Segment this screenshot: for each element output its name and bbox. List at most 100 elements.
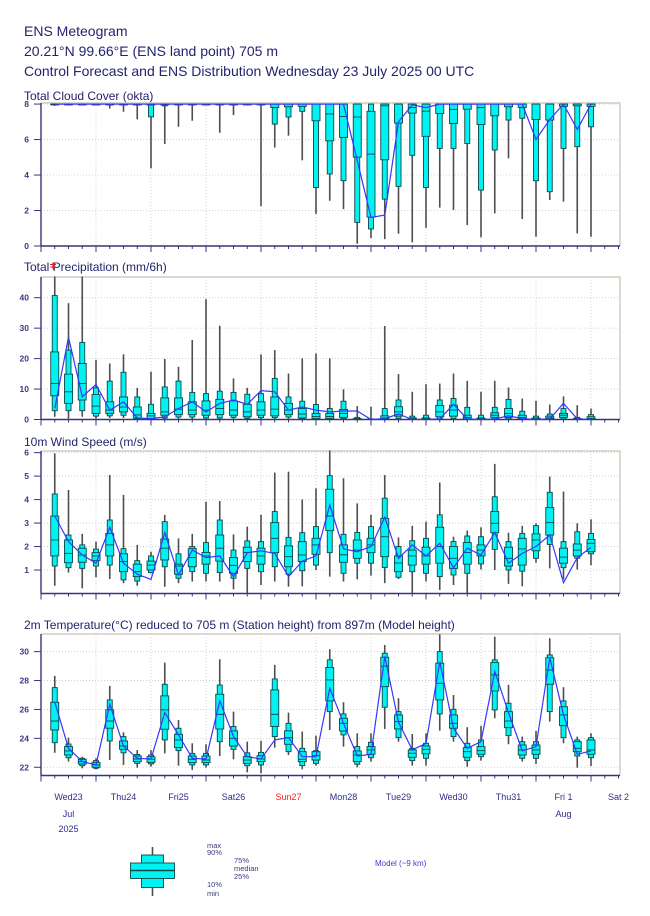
box-p25-p75 <box>531 533 541 552</box>
year-label: 2025 <box>58 824 78 834</box>
box-p25-p75 <box>449 103 458 124</box>
box-p25-p75 <box>270 522 280 554</box>
box-p25-p75 <box>352 103 362 158</box>
box-p25-p75 <box>50 701 60 731</box>
box-p25-p75 <box>380 103 390 161</box>
x-axis-labels: Wed23 Thu24 Fri25 Sat26 Sun27 Mon28 Tue29 Wed30… <box>54 792 629 834</box>
ens-box <box>132 544 142 586</box>
box-p25-p75 <box>325 103 335 142</box>
ens-box <box>490 103 500 214</box>
y-tick-label: 5 <box>24 471 29 481</box>
y-tick-label: 30 <box>20 323 30 333</box>
ens-box <box>270 664 280 748</box>
box-p25-p75 <box>490 511 500 534</box>
ens-box <box>504 532 513 584</box>
ens-box <box>50 276 60 417</box>
y-tick-label: 4 <box>24 170 29 180</box>
box-p25-p75 <box>462 542 472 565</box>
ens-box <box>270 350 280 420</box>
box-p25-p75 <box>50 351 60 397</box>
ensemble-boxes <box>50 276 596 420</box>
ens-box <box>270 472 280 582</box>
box-p25-p75 <box>394 555 403 573</box>
ens-box <box>517 103 527 220</box>
ens-box <box>187 743 197 771</box>
ens-box <box>105 103 115 109</box>
y-tick-label: 2 <box>24 542 29 552</box>
box-p25-p75 <box>407 549 417 566</box>
legend-min-label: min <box>207 889 219 898</box>
panel-title: 2m Temperature(°C) reduced to 705 m (Sta… <box>24 618 455 632</box>
day-label: Thu31 <box>496 792 522 802</box>
ens-box <box>462 530 472 594</box>
ens-box <box>504 387 513 420</box>
plot-frame <box>41 450 621 594</box>
ens-box <box>201 501 211 582</box>
day-label: Fri 1 <box>555 792 573 802</box>
ensemble-boxes <box>50 450 596 594</box>
box-p25-p75 <box>215 398 225 416</box>
ens-box <box>462 380 472 420</box>
legend-p10-label: 10% <box>207 880 222 889</box>
box-p25-p75 <box>201 400 211 416</box>
ens-box <box>572 405 582 420</box>
ens-box <box>339 103 348 210</box>
box-p25-p75 <box>91 394 101 414</box>
ens-box <box>586 733 596 766</box>
ens-box <box>174 366 183 419</box>
legend-median-label: median <box>234 864 259 873</box>
box-p25-p75 <box>504 546 513 567</box>
ens-box <box>325 103 335 201</box>
ens-box <box>449 694 458 742</box>
y-tick-label: 20 <box>20 354 30 364</box>
box-p25-p75 <box>105 709 115 729</box>
box-p25-p75 <box>476 103 486 125</box>
panel-title: Total Cloud Cover (okta) <box>24 89 153 103</box>
box-p25-p75 <box>504 408 513 418</box>
ens-box <box>91 541 101 578</box>
y-tick-label: 0 <box>24 415 29 425</box>
box-p25-p75 <box>160 397 170 416</box>
day-label: Fri25 <box>168 792 189 802</box>
ens-box <box>297 499 307 587</box>
page-title: ENS Meteogram <box>24 23 127 39</box>
ens-box <box>187 340 197 420</box>
ens-box <box>517 398 527 420</box>
ens-box <box>421 733 431 766</box>
box-p25-p75 <box>572 741 582 753</box>
ens-box <box>435 634 445 731</box>
panel-precipitation: Total Precipitation (mm/6h) 0 10 20 30 40 <box>20 260 621 426</box>
box-p25-p75 <box>545 507 555 536</box>
ens-box <box>270 103 280 148</box>
ens-box <box>284 103 293 136</box>
ens-box <box>174 719 183 766</box>
day-label: Mon28 <box>330 792 358 802</box>
box-p25-p75 <box>435 103 445 114</box>
ens-box <box>531 103 541 237</box>
day-label: Sat26 <box>222 792 246 802</box>
box-p25-p75 <box>242 403 252 418</box>
box-p25-p75 <box>435 405 445 418</box>
ens-box <box>352 406 362 420</box>
ens-box <box>421 103 431 228</box>
ens-box <box>64 303 73 419</box>
ens-box <box>297 731 307 770</box>
box-p25-p75 <box>297 408 307 419</box>
ens-box <box>559 396 568 420</box>
ens-box <box>174 103 183 127</box>
box-p25-p75 <box>586 739 596 755</box>
ens-box <box>160 358 170 420</box>
ens-box <box>229 103 238 116</box>
ens-box <box>490 636 500 719</box>
day-label: Wed23 <box>54 792 82 802</box>
panel-title: 10m Wind Speed (m/s) <box>24 435 147 449</box>
ens-box <box>311 353 321 420</box>
box-p10-p90 <box>464 103 471 144</box>
box-p25-p75 <box>242 546 252 563</box>
y-tick-label: 6 <box>24 135 29 145</box>
legend-p25-label: 25% <box>234 872 249 881</box>
ens-box <box>476 391 486 420</box>
box-p10-p90 <box>313 404 319 420</box>
box-p10-p90 <box>423 414 429 420</box>
